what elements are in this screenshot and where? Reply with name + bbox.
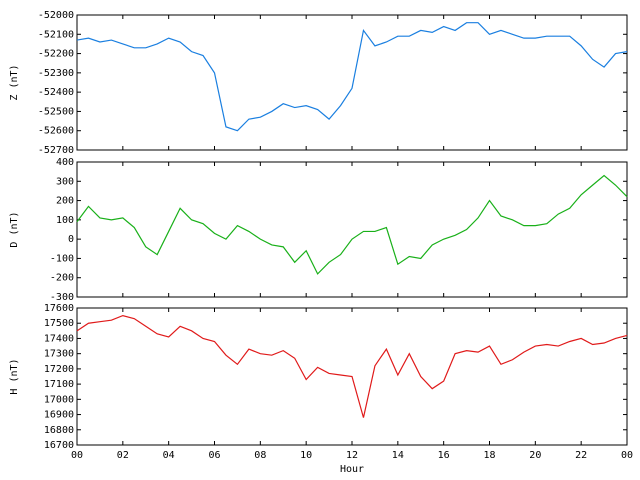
x-tick-label: 12 (346, 450, 358, 461)
x-tick-label: 08 (254, 450, 266, 461)
x-tick-label: 06 (208, 450, 220, 461)
y-tick-label: 17200 (44, 364, 74, 375)
y-tick-label: 300 (56, 176, 74, 187)
y-tick-label: 17100 (44, 379, 74, 390)
y-tick-label: -300 (50, 292, 74, 303)
y-tick-label: 17600 (44, 303, 74, 314)
y-tick-label: -52300 (38, 68, 74, 79)
plot-frame (76, 161, 628, 298)
y-tick-label: -52100 (38, 29, 74, 40)
x-tick-label: 02 (117, 450, 129, 461)
y-tick-label: 17300 (44, 349, 74, 360)
y-tick-label: 17000 (44, 394, 74, 405)
y-tick-label: -52700 (38, 145, 74, 156)
y-tick-label: 0 (68, 234, 74, 245)
y-tick-label: -52500 (38, 106, 74, 117)
x-tick-label: 18 (483, 450, 495, 461)
x-axis-label: Hour (340, 464, 364, 475)
y-axis-label: Z (nT) (9, 64, 20, 100)
y-tick-label: 16700 (44, 440, 74, 451)
data-line (76, 22, 628, 132)
y-tick-label: 16900 (44, 410, 74, 421)
x-tick-label: 00 (621, 450, 633, 461)
plot-frame (76, 14, 628, 151)
x-tick-label: 16 (438, 450, 450, 461)
y-tick-label: -200 (50, 273, 74, 284)
y-axis-label: D (nT) (9, 211, 20, 247)
x-tick-label: 04 (163, 450, 175, 461)
x-tick-label: 14 (392, 450, 404, 461)
y-tick-label: 100 (56, 215, 74, 226)
y-tick-label: -100 (50, 253, 74, 264)
y-tick-label: 17500 (44, 318, 74, 329)
y-axis-label: H (nT) (9, 358, 20, 394)
x-tick-label: 20 (529, 450, 541, 461)
x-tick-label: 10 (300, 450, 312, 461)
y-tick-label: 17400 (44, 333, 74, 344)
x-tick-label: 22 (575, 450, 587, 461)
data-line (76, 314, 628, 418)
data-line (76, 174, 628, 275)
y-tick-label: 200 (56, 196, 74, 207)
y-tick-label: -52400 (38, 87, 74, 98)
y-tick-label: 16800 (44, 425, 74, 436)
x-tick-label: 00 (71, 450, 83, 461)
y-tick-label: -52200 (38, 49, 74, 60)
y-tick-label: -52000 (38, 10, 74, 21)
y-tick-label: 400 (56, 157, 74, 168)
y-tick-label: -52600 (38, 126, 74, 137)
